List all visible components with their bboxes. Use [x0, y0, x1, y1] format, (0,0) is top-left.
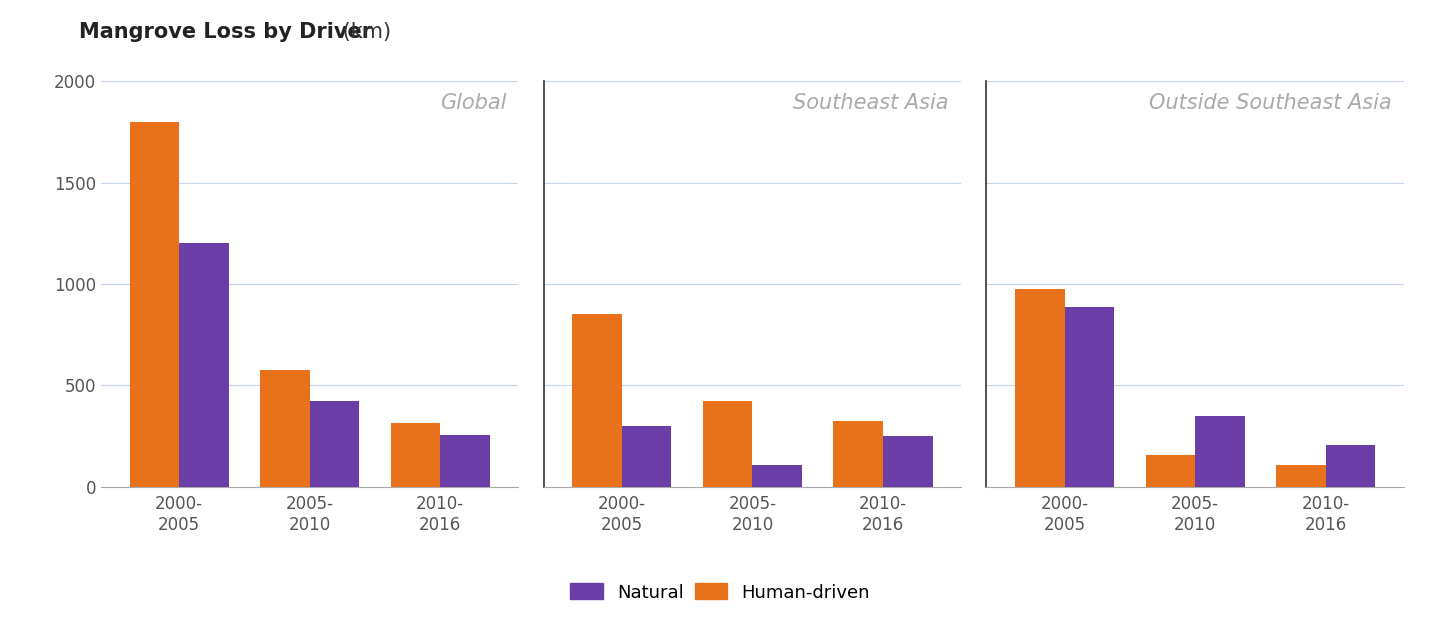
Bar [441, 435, 490, 487]
Bar [883, 436, 933, 487]
Bar [1146, 456, 1195, 487]
Legend: Natural, Human-driven: Natural, Human-driven [563, 576, 877, 609]
Bar [622, 426, 671, 487]
Bar [390, 423, 441, 487]
Bar [1276, 466, 1326, 487]
Bar [1195, 416, 1244, 487]
Bar [130, 122, 179, 487]
Text: Mangrove Loss by Driver: Mangrove Loss by Driver [79, 22, 373, 42]
Text: (km): (km) [336, 22, 390, 42]
Bar [753, 466, 802, 487]
Bar [1015, 289, 1064, 487]
Text: Southeast Asia: Southeast Asia [793, 94, 949, 114]
Bar [1064, 307, 1115, 487]
Bar [310, 401, 359, 487]
Bar [572, 314, 622, 487]
Bar [703, 401, 753, 487]
Bar [261, 370, 310, 487]
Text: Global: Global [439, 94, 505, 114]
Bar [1326, 445, 1375, 487]
Bar [179, 243, 229, 487]
Text: Outside Southeast Asia: Outside Southeast Asia [1149, 94, 1391, 114]
Bar [834, 421, 883, 487]
